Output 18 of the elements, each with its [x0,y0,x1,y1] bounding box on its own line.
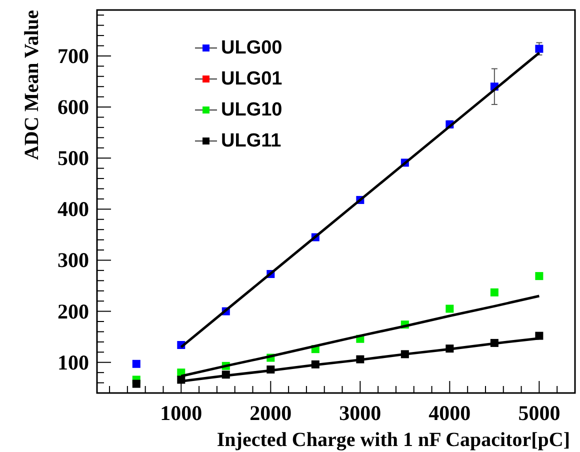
y-tick-label: 100 [58,350,89,374]
x-axis-title: Injected Charge with 1 nF Capacitor[pC] [216,429,570,451]
x-tick-label: 1000 [160,401,202,425]
y-tick-label: 300 [58,248,89,272]
y-tick-label: 400 [58,197,89,222]
y-axis-title: ADC Mean Value [21,10,43,160]
y-tick-label: 600 [58,95,89,120]
x-tick-label: 5000 [518,401,560,425]
x-tick-label: 2000 [250,401,292,425]
y-tick-label: 200 [58,299,89,324]
x-tick-label: 3000 [339,401,382,425]
legend-label: ULG00 [221,38,282,58]
y-tick-label: 700 [58,44,89,68]
legend-label: ULG10 [221,100,282,120]
legend-label: ULG01 [221,68,283,90]
x-tick-label: 4000 [428,401,471,425]
legend-label: ULG11 [221,130,282,152]
y-tick-label: 500 [58,146,89,170]
